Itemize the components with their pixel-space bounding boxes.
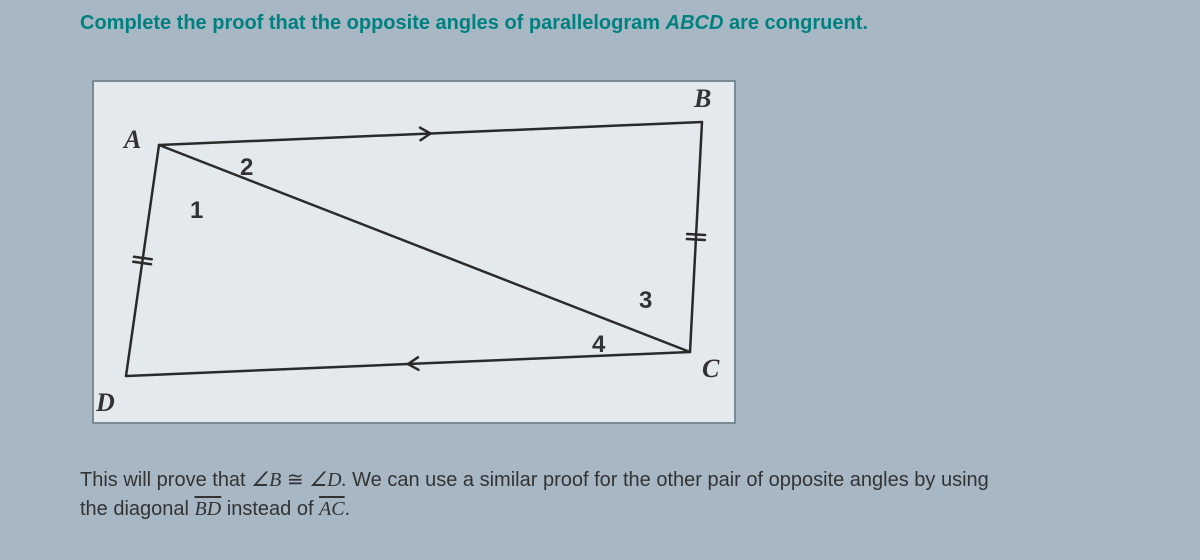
prompt-before: Complete the proof that the opposite ang… [80,12,666,34]
footer-ac: AC [319,498,345,520]
parallelogram-diagram: A B C D 1 2 3 4 [92,80,736,424]
vertex-label-d: D [96,388,115,418]
angle-label-3: 3 [639,287,652,315]
vertex-label-a: A [124,125,141,155]
angle-label-2: 2 [240,154,253,182]
footer-text: This will prove that ∠B ≅ ∠D. We can use… [80,466,1160,524]
prompt-after: are congruent. [723,12,867,34]
vertex-label-c: C [702,354,719,384]
prompt-text: Complete the proof that the opposite ang… [80,12,1160,35]
footer-seg: the diagonal [80,498,195,520]
footer-angle-b: ∠B [251,469,281,491]
footer-angle-d: ∠D. [309,469,346,491]
angle-label-4: 4 [592,331,605,359]
footer-seg: This will prove that [80,469,251,491]
footer-seg: We can use a similar proof for the other… [347,469,989,491]
footer-seg: . [345,498,351,520]
footer-bd: BD [195,498,222,520]
footer-cong: ≅ [281,469,309,491]
vertex-label-b: B [694,84,711,114]
diagram-svg [94,82,734,422]
prompt-label: ABCD [666,12,724,34]
angle-label-1: 1 [190,197,203,225]
footer-seg: instead of [221,498,319,520]
